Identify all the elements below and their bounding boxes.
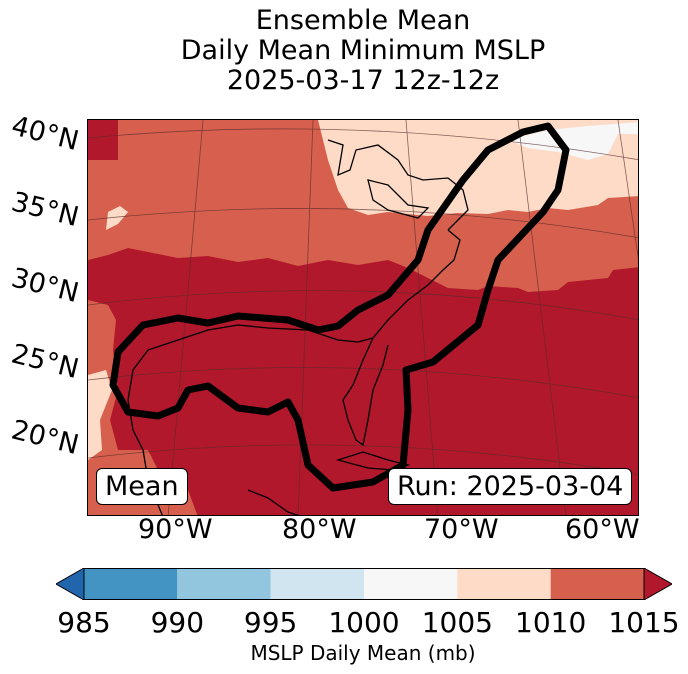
colorbar-under-arrow [56,568,85,600]
colorbar-bin [177,568,271,600]
lat-label-25: 25°N [8,338,82,386]
lat-label-40: 40°N [8,110,82,158]
lon-label-80w: 80°W [282,514,357,545]
lon-label-90w: 90°W [138,514,213,545]
pressure-map [88,120,638,515]
field-1000-1005 [508,122,638,160]
colorbar-tick-label: 995 [243,606,298,639]
colorbar-label: MSLP Daily Mean (mb) [250,641,476,665]
lon-label-70w: 70°W [424,514,499,545]
field-1005-1010-west [88,370,112,460]
lat-label-30: 30°N [8,262,82,310]
mean-badge: Mean [96,468,188,505]
colorbar-bin [84,568,178,600]
colorbar-bin [364,568,458,600]
colorbar-tick-label: 1015 [608,606,680,639]
colorbar-bin [550,568,644,600]
field-1005-1010-spot [106,206,128,230]
colorbar-tick-label: 985 [57,606,111,639]
colorbar-bin [270,568,364,600]
run-badge: Run: 2025-03-04 [388,468,633,505]
colorbar-tick-label: 1010 [515,606,587,639]
coastlines [127,139,469,515]
field-1010-1015-west [88,300,198,515]
colorbar-bins [83,568,645,600]
colorbar-tick-label: 1005 [421,606,493,639]
colorbar-tick-label: 1000 [328,606,400,639]
title-line-1: Ensemble Mean [255,5,471,36]
lat-label-35: 35°N [8,186,82,234]
figure-title: Ensemble Mean Daily Mean Minimum MSLP 20… [0,6,688,96]
map-panel: Mean Run: 2025-03-04 [87,119,639,516]
lon-label-60w: 60°W [565,514,640,545]
colorbar-tick-label: 990 [150,606,205,639]
colorbar [56,568,672,600]
title-line-3: 2025-03-17 12z-12z [226,65,500,96]
colorbar-bin [457,568,551,600]
colorbar-over-arrow [643,568,672,600]
mean-contour [109,122,570,492]
title-line-2: Daily Mean Minimum MSLP [180,35,546,66]
lat-label-20: 20°N [8,414,82,462]
